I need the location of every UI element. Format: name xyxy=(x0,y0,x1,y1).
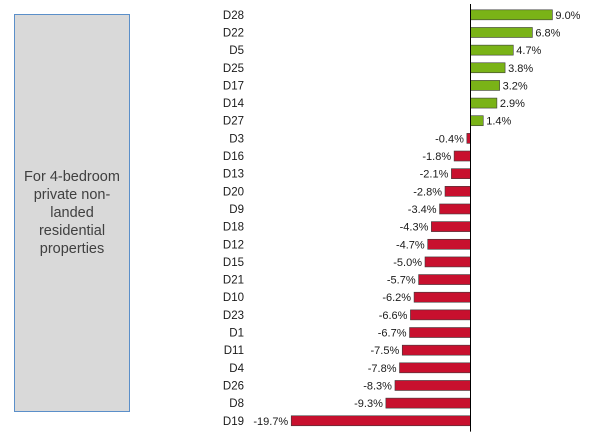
bar-d15 xyxy=(424,256,471,268)
value-label-d27: 1.4% xyxy=(486,116,511,128)
bar-d16 xyxy=(453,150,471,162)
bar-d26 xyxy=(394,380,471,391)
value-label-d3: -0.4% xyxy=(435,133,464,145)
bar-d13 xyxy=(451,168,471,179)
bar-d5 xyxy=(470,44,514,56)
value-label-d1: -6.7% xyxy=(378,328,407,340)
bar-d28 xyxy=(470,9,553,21)
category-label-d3: D3 xyxy=(229,133,244,145)
bar-d27 xyxy=(470,115,484,127)
bar-d8 xyxy=(385,397,471,409)
value-label-d28: 9.0% xyxy=(555,10,580,22)
bar-d22 xyxy=(470,27,533,38)
annotation-box: For 4-bedroom private non-landed residen… xyxy=(14,14,130,412)
category-label-d27: D27 xyxy=(223,116,244,128)
bar-d11 xyxy=(401,344,471,356)
value-label-d12: -4.7% xyxy=(396,239,425,251)
value-label-d19: -19.7% xyxy=(253,416,288,428)
value-label-d11: -7.5% xyxy=(371,345,400,357)
bar-d19 xyxy=(290,415,471,427)
value-label-d25: 3.8% xyxy=(508,63,533,75)
category-label-d13: D13 xyxy=(223,169,244,181)
category-label-d15: D15 xyxy=(223,257,244,269)
bar-d14 xyxy=(470,97,498,109)
bar-d17 xyxy=(470,80,500,91)
bar-d1 xyxy=(409,327,471,338)
value-label-d21: -5.7% xyxy=(387,275,416,287)
value-label-d16: -1.8% xyxy=(422,151,451,163)
value-label-d15: -5.0% xyxy=(393,257,422,269)
category-label-d28: D28 xyxy=(223,10,244,22)
bar-d10 xyxy=(413,291,471,303)
bar-d18 xyxy=(431,221,471,232)
value-label-d8: -9.3% xyxy=(354,398,383,410)
category-label-d23: D23 xyxy=(223,310,244,322)
value-label-d18: -4.3% xyxy=(400,222,429,234)
category-label-d9: D9 xyxy=(229,204,244,216)
bar-d4 xyxy=(399,362,471,374)
category-label-d8: D8 xyxy=(229,398,244,410)
value-label-d20: -2.8% xyxy=(413,186,442,198)
value-label-d4: -7.8% xyxy=(368,363,397,375)
value-label-d10: -6.2% xyxy=(382,292,411,304)
value-label-d5: 4.7% xyxy=(516,45,541,57)
value-label-d26: -8.3% xyxy=(363,380,392,392)
bar-d9 xyxy=(439,203,471,215)
category-label-d1: D1 xyxy=(229,328,244,340)
value-label-d22: 6.8% xyxy=(535,27,560,39)
value-label-d9: -3.4% xyxy=(408,204,437,216)
category-label-d18: D18 xyxy=(223,222,244,234)
bar-d21 xyxy=(418,274,471,285)
value-label-d23: -6.6% xyxy=(379,310,408,322)
category-label-d17: D17 xyxy=(223,80,244,92)
category-label-d5: D5 xyxy=(229,45,244,57)
category-label-d26: D26 xyxy=(223,380,244,392)
category-label-d10: D10 xyxy=(223,292,244,304)
value-label-d14: 2.9% xyxy=(500,98,525,110)
category-label-d14: D14 xyxy=(223,98,245,110)
category-label-d20: D20 xyxy=(223,186,244,198)
value-label-d13: -2.1% xyxy=(420,169,449,181)
category-label-d22: D22 xyxy=(223,27,244,39)
bar-d20 xyxy=(444,186,471,197)
category-label-d11: D11 xyxy=(224,345,244,357)
value-label-d17: 3.2% xyxy=(503,80,528,92)
category-label-d12: D12 xyxy=(223,239,244,251)
bar-d3 xyxy=(466,133,471,144)
category-label-d19: D19 xyxy=(223,416,244,428)
annotation-text: For 4-bedroom private non-landed residen… xyxy=(24,169,120,257)
category-label-d25: D25 xyxy=(223,63,244,75)
category-label-d16: D16 xyxy=(223,151,244,163)
bar-d12 xyxy=(427,238,471,250)
category-label-d21: D21 xyxy=(223,275,244,287)
bar-d23 xyxy=(410,309,471,321)
bar-d25 xyxy=(470,62,506,74)
category-label-d4: D4 xyxy=(229,363,244,375)
